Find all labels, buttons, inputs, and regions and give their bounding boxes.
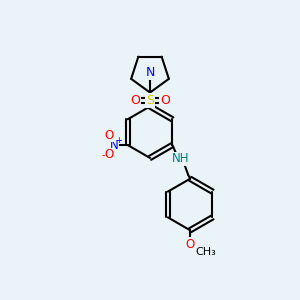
- Text: CH₃: CH₃: [196, 247, 216, 257]
- Text: O: O: [185, 238, 195, 250]
- Text: O: O: [130, 94, 140, 107]
- Text: O: O: [160, 94, 170, 107]
- Text: -: -: [101, 150, 105, 160]
- Text: NH: NH: [172, 152, 189, 165]
- Text: O: O: [104, 148, 113, 161]
- Text: S: S: [146, 94, 154, 107]
- Text: N: N: [145, 66, 155, 79]
- Text: N: N: [110, 139, 118, 152]
- Text: O: O: [104, 129, 113, 142]
- Text: +: +: [115, 136, 122, 145]
